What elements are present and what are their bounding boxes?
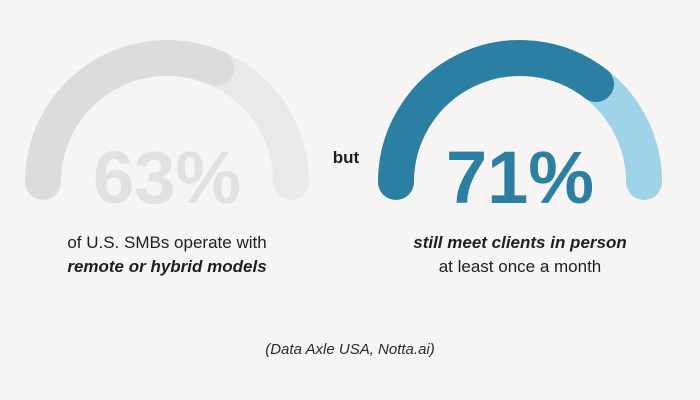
gauge-2-value-label: 71% bbox=[446, 136, 594, 219]
gauge-2-caption: still meet clients in person at least on… bbox=[370, 231, 670, 279]
gauge-2-fill bbox=[378, 40, 614, 200]
gauge-2-caption-line1: still meet clients in person bbox=[413, 233, 627, 252]
gauge-1-caption: of U.S. SMBs operate with remote or hybr… bbox=[17, 231, 317, 279]
gauge-1-caption-line1: of U.S. SMBs operate with bbox=[67, 233, 267, 252]
gauge-1-track bbox=[198, 50, 309, 200]
gauge-1-caption-line2: remote or hybrid models bbox=[67, 257, 267, 276]
connector-text: but bbox=[332, 148, 360, 167]
source-citation: (Data Axle USA, Notta.ai) bbox=[265, 341, 435, 358]
gauge-1-fill bbox=[25, 40, 235, 200]
gauge-1-value-label: 63% bbox=[93, 136, 241, 219]
gauge-2-caption-line2: at least once a month bbox=[438, 257, 602, 276]
